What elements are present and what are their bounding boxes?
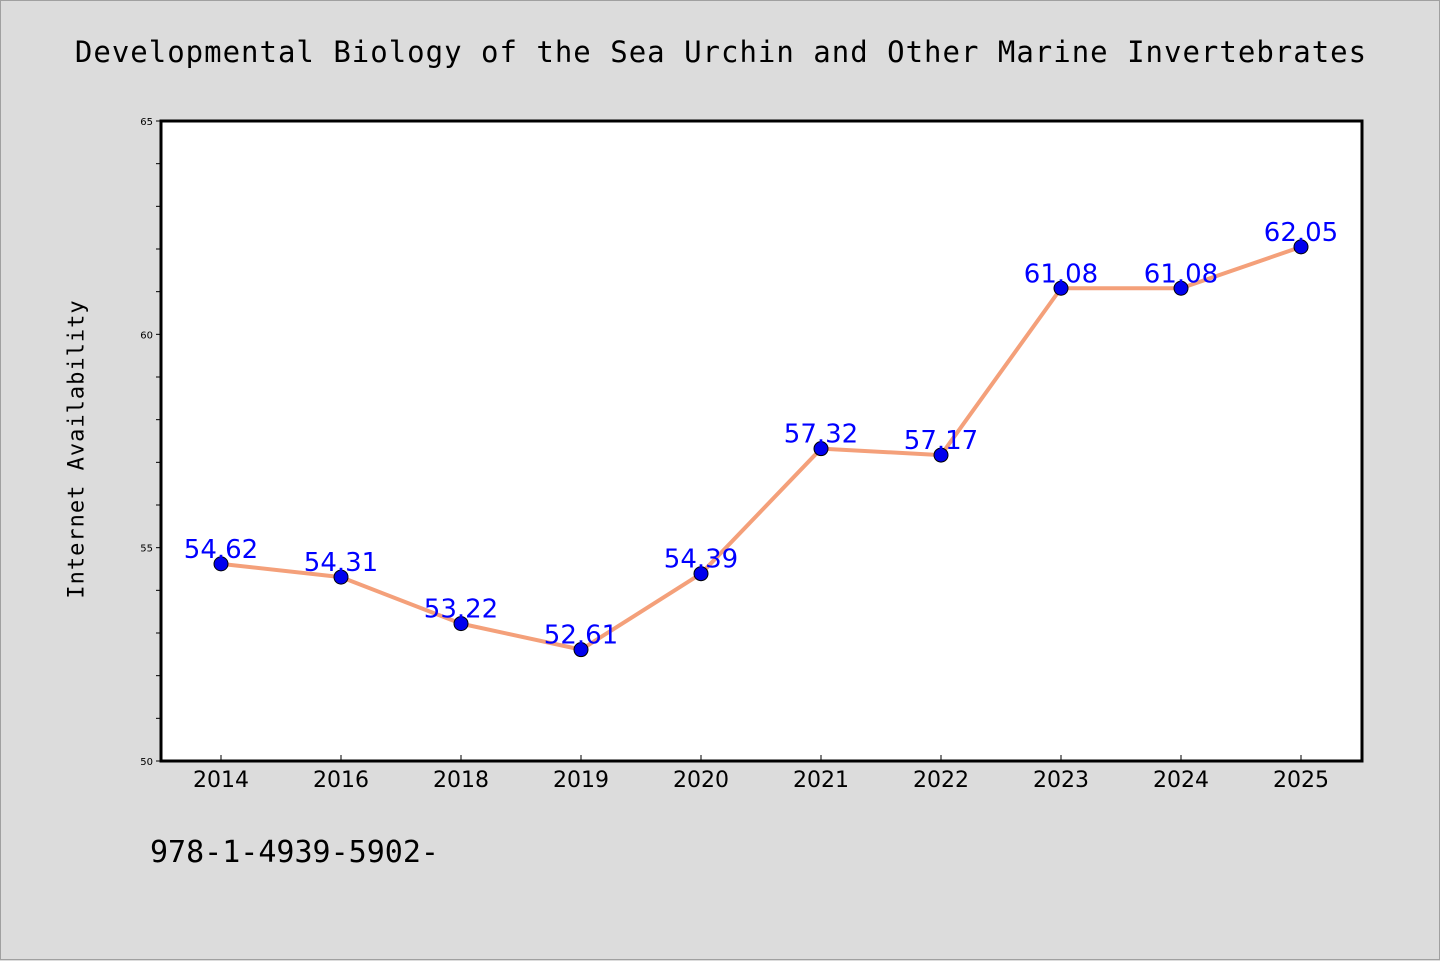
data-label: 54.31	[304, 548, 378, 578]
x-tick-label: 2025	[1273, 768, 1329, 793]
x-tick-label: 2022	[913, 768, 969, 793]
chart-title: Developmental Biology of the Sea Urchin …	[74, 35, 1368, 69]
x-tick-label: 2023	[1033, 768, 1089, 793]
data-label: 57.32	[784, 420, 858, 450]
data-label: 61.08	[1144, 259, 1218, 289]
data-point	[1053, 280, 1069, 296]
isbn-footer-text: 978-1-4939-5902-	[150, 835, 439, 870]
data-point	[693, 566, 709, 582]
data-label: 54.62	[184, 535, 258, 565]
x-tick-label: 2018	[433, 768, 489, 793]
data-label: 62.05	[1264, 218, 1338, 248]
data-label: 52.61	[544, 621, 618, 651]
series-layer: 54.62 54.31 53.22 52.61 54.39 57.32 57.17 61.08…	[184, 218, 1338, 658]
x-axis: 2014 2016 2018 2019 2020 2021 2022 2023 2024 2025	[193, 755, 1329, 793]
data-point	[1173, 280, 1189, 296]
y-tick-label: 50	[140, 757, 153, 768]
series-line	[219, 244, 1303, 652]
x-tick-label: 2024	[1153, 768, 1209, 793]
x-tick-label: 2014	[193, 768, 249, 793]
y-tick-label: 60	[140, 330, 153, 341]
data-label: 54.39	[664, 545, 738, 575]
y-tick-label: 65	[140, 117, 153, 128]
data-point	[1293, 239, 1309, 255]
data-point	[213, 556, 229, 572]
plot-frame	[159, 119, 1364, 763]
data-label: 57.17	[904, 426, 978, 456]
data-point	[813, 441, 829, 457]
data-label: 61.08	[1024, 259, 1098, 289]
x-tick-label: 2021	[793, 768, 849, 793]
plot-area	[161, 121, 1362, 761]
x-tick-label: 2019	[553, 768, 609, 793]
data-point	[333, 569, 349, 585]
y-axis: 50 55 60 65	[140, 117, 161, 768]
data-label: 53.22	[424, 595, 498, 625]
x-tick-label: 2020	[673, 768, 729, 793]
x-tick-label: 2016	[313, 768, 369, 793]
data-point	[453, 616, 469, 632]
y-tick-label: 55	[140, 544, 153, 555]
data-point	[933, 447, 949, 463]
data-point	[573, 642, 589, 658]
